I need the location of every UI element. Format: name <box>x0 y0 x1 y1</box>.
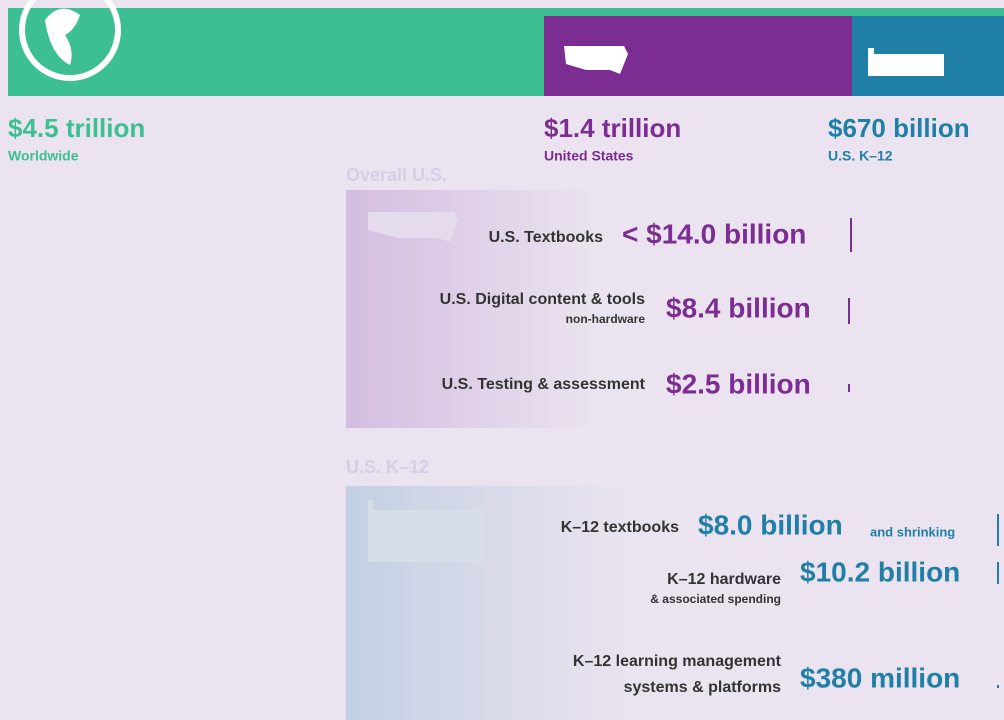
row-label: K–12 textbooks <box>561 519 679 536</box>
amount: $4.5 trillion <box>8 113 145 143</box>
label: U.S. K–12 <box>828 148 893 164</box>
section-title: U.S. K–12 <box>346 457 429 477</box>
row-sublabel: & associated spending <box>650 592 781 606</box>
us-icon <box>564 46 628 74</box>
row-amount: $8.0 billion <box>698 509 843 540</box>
globe-icon <box>19 0 121 81</box>
us-watermark <box>368 212 458 242</box>
row-label: U.S. Digital content & tools <box>440 291 645 308</box>
row-amount: $380 million <box>800 662 960 693</box>
bar <box>848 298 850 324</box>
bar <box>997 685 999 688</box>
school-icon <box>868 48 944 76</box>
bar <box>997 562 999 584</box>
row-label: U.S. Textbooks <box>489 229 603 246</box>
row-amount: $2.5 billion <box>666 368 811 399</box>
row-label: K–12 learning management <box>573 653 782 670</box>
label: Worldwide <box>8 148 79 164</box>
globe-land <box>45 8 80 66</box>
row-amount: < $14.0 billion <box>622 218 806 249</box>
row-label: K–12 hardware <box>667 571 781 588</box>
bar <box>997 514 999 546</box>
row-label: U.S. Testing & assessment <box>442 376 646 393</box>
school-watermark <box>368 500 483 562</box>
row-amount: $10.2 billion <box>800 556 960 587</box>
section-title: Overall U.S. <box>346 165 447 185</box>
row-amount: $8.4 billion <box>666 292 811 323</box>
amount: $1.4 trillion <box>544 113 681 143</box>
row-sublabel: systems & platforms <box>624 679 781 696</box>
label: United States <box>544 148 634 164</box>
bar <box>850 218 852 252</box>
amount: $670 billion <box>828 113 970 143</box>
bar <box>848 384 850 392</box>
row-note: and shrinking <box>870 524 955 539</box>
row-sublabel: non-hardware <box>566 312 646 326</box>
